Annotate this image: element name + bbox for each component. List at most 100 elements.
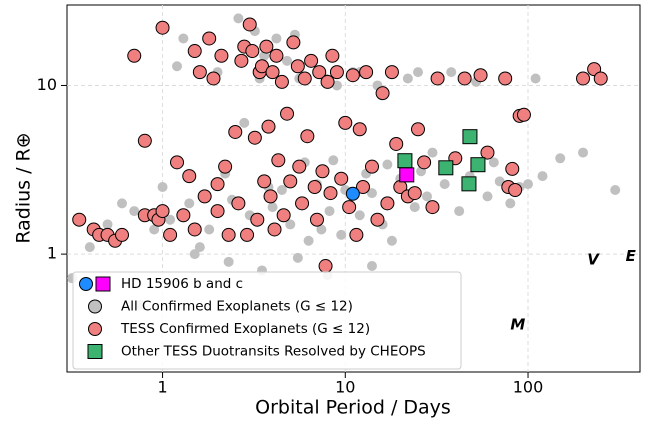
- point: [345, 68, 360, 83]
- point: [223, 256, 234, 267]
- point: [336, 229, 347, 240]
- square-marker: [87, 344, 103, 359]
- point: [309, 212, 324, 227]
- point: [274, 74, 289, 89]
- point: [290, 59, 305, 74]
- point: [271, 33, 282, 44]
- point: [259, 39, 274, 54]
- point: [482, 191, 493, 202]
- point: [261, 119, 276, 134]
- point: [84, 242, 95, 253]
- point: [286, 35, 301, 50]
- point: [307, 180, 322, 195]
- point: [292, 252, 303, 263]
- point: [117, 198, 128, 209]
- point: [457, 71, 472, 86]
- point: [271, 153, 286, 168]
- point: [231, 196, 246, 211]
- point: [316, 224, 327, 235]
- x-tick-label: 1: [157, 378, 167, 397]
- point: [349, 227, 364, 242]
- square-marker: [438, 160, 454, 176]
- square-marker: [95, 276, 111, 292]
- point: [375, 86, 390, 101]
- legend-label: HD 15906 b and c: [121, 276, 243, 292]
- point: [202, 31, 217, 46]
- point: [165, 214, 176, 225]
- point: [280, 106, 295, 121]
- point: [245, 44, 260, 59]
- point: [170, 155, 185, 170]
- point: [446, 67, 457, 78]
- point: [328, 155, 339, 166]
- point: [320, 74, 335, 89]
- point: [303, 235, 314, 246]
- point: [204, 224, 215, 235]
- point: [334, 171, 349, 186]
- point: [324, 206, 335, 217]
- point: [214, 48, 229, 63]
- point: [127, 48, 142, 63]
- point: [516, 107, 531, 122]
- point: [315, 164, 330, 179]
- point: [254, 59, 269, 74]
- square-marker: [399, 167, 415, 183]
- y-axis-label: Radius / R⊕: [13, 132, 35, 243]
- legend-label: All Confirmed Exoplanets (G ≤ 12): [121, 299, 353, 315]
- point: [480, 145, 495, 160]
- point: [355, 180, 370, 195]
- point: [530, 73, 541, 84]
- point: [364, 159, 379, 174]
- point: [425, 200, 440, 215]
- point: [409, 202, 420, 213]
- point: [593, 71, 608, 86]
- x-tick-label: 10: [335, 378, 355, 397]
- annotation: E: [626, 247, 637, 265]
- point: [454, 206, 465, 217]
- point: [129, 206, 140, 217]
- point: [197, 189, 212, 204]
- point: [421, 191, 432, 202]
- point: [576, 71, 591, 86]
- point: [176, 208, 191, 223]
- square-marker: [462, 129, 478, 145]
- point: [178, 33, 189, 44]
- point: [473, 68, 488, 83]
- point: [382, 159, 393, 170]
- point: [265, 65, 280, 80]
- point: [182, 169, 197, 184]
- plot-frame: [66, 4, 641, 373]
- point: [407, 186, 422, 201]
- point: [263, 189, 278, 204]
- square-marker: [397, 153, 413, 169]
- point: [292, 159, 307, 174]
- point: [210, 177, 225, 192]
- point: [366, 188, 377, 199]
- point: [439, 179, 450, 190]
- point: [187, 44, 202, 59]
- annotation: V: [587, 251, 600, 269]
- point: [172, 61, 183, 72]
- point: [257, 174, 272, 189]
- point: [72, 212, 87, 227]
- point: [380, 196, 395, 211]
- point: [427, 147, 438, 158]
- point: [234, 53, 249, 68]
- point: [115, 227, 130, 242]
- point: [610, 184, 621, 195]
- x-tick-label: 100: [513, 378, 544, 397]
- point: [210, 204, 225, 219]
- point: [192, 65, 207, 80]
- point: [88, 299, 102, 314]
- legend-label: TESS Confirmed Exoplanets (G ≤ 12): [120, 321, 370, 337]
- point: [189, 249, 200, 260]
- x-axis-label: Orbital Period / Days: [255, 397, 451, 419]
- point: [417, 155, 432, 170]
- square-marker: [470, 157, 486, 173]
- point: [297, 71, 312, 86]
- point: [345, 186, 360, 201]
- point: [304, 53, 319, 68]
- point: [283, 174, 298, 189]
- point: [578, 147, 589, 158]
- point: [88, 322, 102, 336]
